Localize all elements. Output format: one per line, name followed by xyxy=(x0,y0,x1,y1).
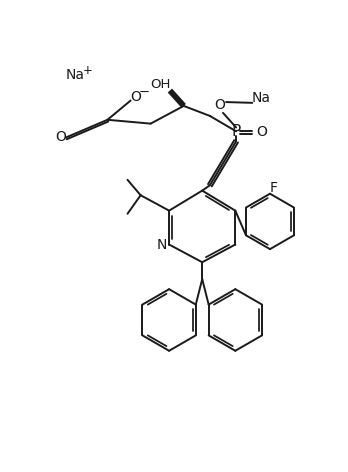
Text: O: O xyxy=(214,98,226,112)
Text: OH: OH xyxy=(150,78,171,91)
Text: O: O xyxy=(256,125,267,139)
Text: N: N xyxy=(156,237,167,252)
Text: O: O xyxy=(55,130,66,143)
Text: −: − xyxy=(138,85,149,99)
Text: P: P xyxy=(231,124,241,139)
Text: Na: Na xyxy=(252,91,271,105)
Text: +: + xyxy=(82,64,93,77)
Text: Na: Na xyxy=(66,68,85,82)
Text: O: O xyxy=(130,91,141,104)
Text: F: F xyxy=(270,181,278,194)
